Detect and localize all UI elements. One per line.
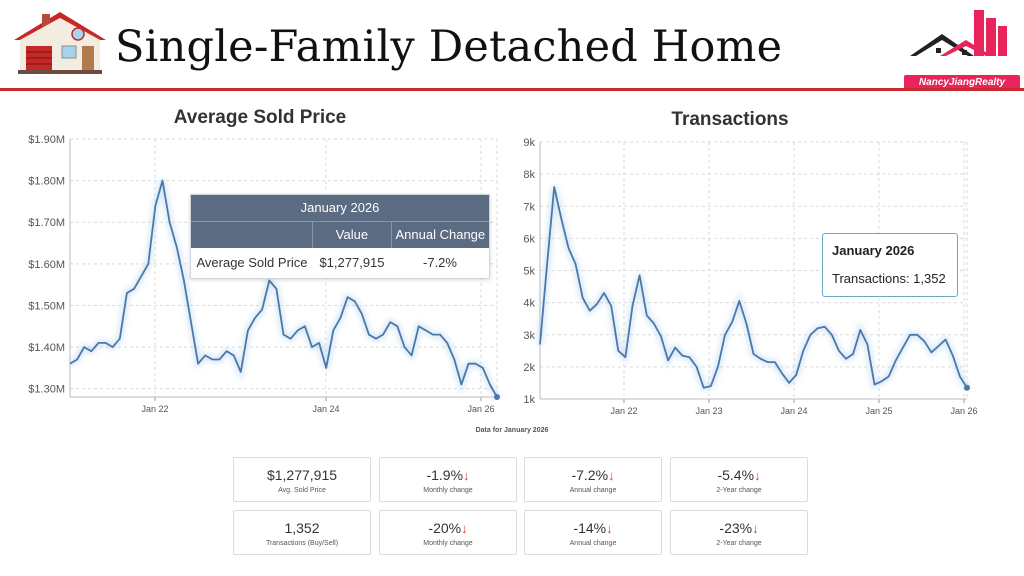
x-tick-label: Jan 23 (695, 406, 722, 415)
tooltip-col-value: Value (313, 222, 392, 248)
stat-card-monthly-change: -1.9%↓ Monthly change (379, 457, 517, 502)
stat-label: Monthly change (423, 540, 473, 547)
stat-label: 2-Year change (716, 540, 762, 547)
stat-card-transactions: 1,352 Transactions (Buy/Sell) (233, 510, 371, 555)
y-tick-label: $1.90M (28, 134, 65, 146)
stat-value: -7.2%↓ (571, 467, 615, 483)
stat-card-avg-price: $1,277,915 Avg. Sold Price (233, 457, 371, 502)
last-point-marker (964, 384, 970, 391)
stat-label: Annual change (569, 487, 617, 494)
x-tick-label: Jan 24 (780, 406, 807, 415)
down-arrow-icon: ↓ (461, 521, 468, 536)
stat-value: -20%↓ (428, 520, 468, 536)
stat-card-annual-change: -7.2%↓ Annual change (524, 457, 662, 502)
stat-card-2yr-change: -5.4%↓ 2-Year change (670, 457, 808, 502)
x-tick-label: Jan 26 (950, 406, 977, 415)
stat-value: -1.9%↓ (426, 467, 470, 483)
stat-card-2yr-change: -23%↓ 2-Year change (670, 510, 808, 555)
y-tick-label: 6k (523, 233, 535, 245)
y-tick-label: 7k (523, 201, 535, 213)
stat-label: Transactions (Buy/Sell) (265, 540, 339, 547)
y-tick-label: $1.60M (28, 259, 65, 271)
last-point-marker (494, 394, 500, 400)
header-divider (0, 88, 1024, 91)
stat-label: Annual change (569, 540, 617, 547)
chart-title-price: Average Sold Price (173, 107, 347, 128)
y-tick-label: 9k (523, 137, 535, 149)
down-arrow-icon: ↓ (463, 468, 470, 483)
x-tick-label: Jan 24 (312, 404, 339, 414)
down-arrow-icon: ↓ (754, 468, 761, 483)
chart-title-transactions: Transactions (671, 109, 789, 130)
tooltip-col-annual-change: Annual Change (395, 227, 486, 242)
stat-value: -23%↓ (719, 520, 759, 536)
stat-value: $1,277,915 (266, 467, 338, 483)
y-tick-label: 4k (523, 298, 535, 310)
tooltip-month: January 2026 (191, 195, 489, 221)
down-arrow-icon: ↓ (608, 468, 615, 483)
header: Single-Family Detached Home NancyJiangRe… (0, 0, 1024, 91)
transactions-tooltip: January 2026 Transactions: 1,352 (822, 233, 958, 297)
page-title: Single-Family Detached Home (115, 22, 783, 72)
stat-value: -14%↓ (573, 520, 613, 536)
stat-value: -5.4%↓ (717, 467, 761, 483)
avg-sold-price-chart[interactable]: $1.30M $1.40M $1.50M $1.60M $1.70M $1.80M $1.9… (0, 125, 512, 415)
down-arrow-icon: ↓ (752, 521, 759, 536)
y-tick-label: $1.30M (28, 384, 65, 396)
x-tick-label: Jan 22 (610, 406, 637, 415)
tooltip-transactions: Transactions: 1,352 (832, 271, 946, 286)
y-tick-label: 2k (523, 362, 535, 374)
stat-label: Monthly change (423, 487, 473, 494)
y-tick-label: $1.80M (28, 176, 65, 188)
brand-logo (910, 10, 1007, 56)
tooltip-row-label: Average Sold Price (196, 255, 308, 270)
series-line (539, 186, 968, 389)
y-tick-label: 5k (523, 266, 535, 278)
y-tick-label: 3k (523, 330, 535, 342)
x-tick-label: Jan 25 (865, 406, 892, 415)
house-icon (14, 12, 106, 74)
y-tick-label: $1.70M (28, 217, 65, 229)
x-tick-label: Jan 26 (467, 404, 494, 414)
price-tooltip: January 2026 Value Annual Change Average… (190, 194, 490, 279)
stat-value: 1,352 (284, 520, 320, 536)
stat-label: Avg. Sold Price (278, 487, 326, 494)
y-tick-label: 1k (523, 394, 535, 406)
series-line (69, 179, 498, 398)
y-tick-label: 8k (523, 169, 535, 181)
tooltip-value: $1,277,915 (319, 255, 385, 270)
tooltip-annual-change: -7.2% (423, 255, 457, 270)
x-tick-label: Jan 22 (141, 404, 168, 414)
y-tick-label: $1.50M (28, 300, 65, 312)
brand-name: NancyJiangRealty (904, 75, 1020, 91)
y-tick-label: $1.40M (28, 342, 65, 354)
down-arrow-icon: ↓ (606, 521, 613, 536)
tooltip-month: January 2026 (832, 243, 915, 258)
stat-card-monthly-change: -20%↓ Monthly change (379, 510, 517, 555)
data-date-note: Data for January 2026 (475, 427, 549, 434)
stat-label: 2-Year change (716, 487, 762, 494)
stat-card-annual-change: -14%↓ Annual change (524, 510, 662, 555)
